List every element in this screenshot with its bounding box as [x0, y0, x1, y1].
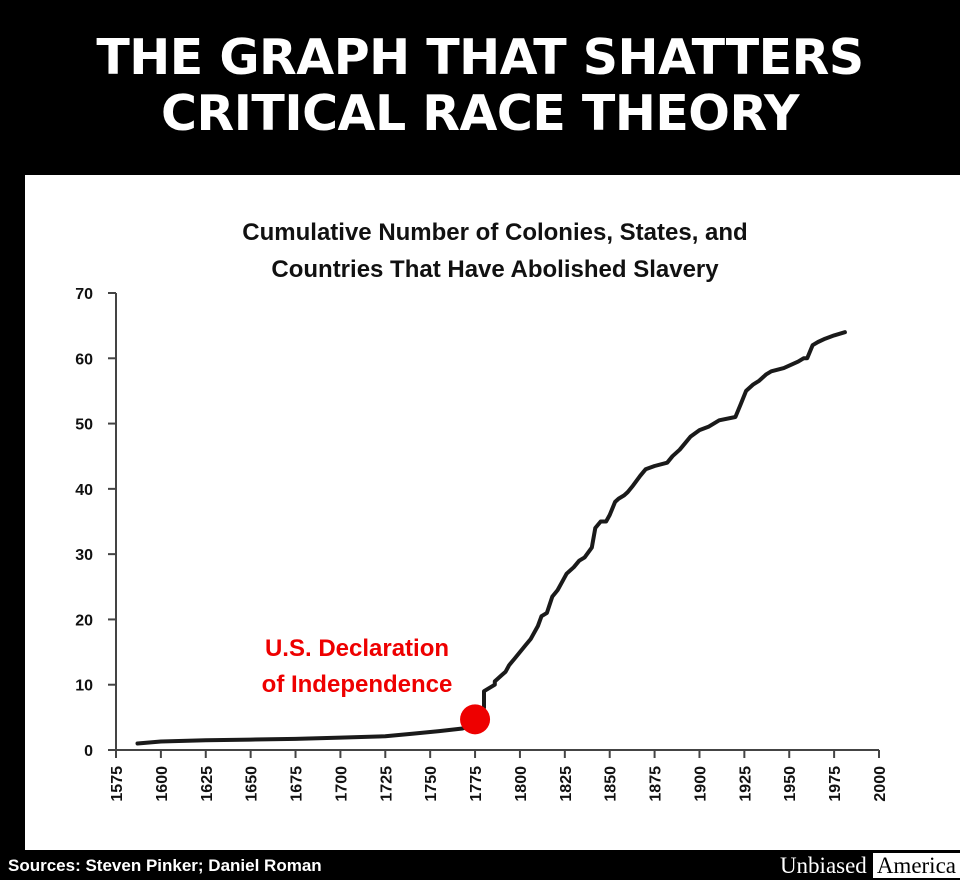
y-tick-label-20: 20 — [75, 612, 93, 629]
x-tick-label-1950: 1950 — [782, 766, 799, 802]
annotation-marker — [460, 704, 491, 735]
y-tick-label-40: 40 — [75, 482, 93, 499]
x-tick-label-1600: 1600 — [154, 766, 171, 802]
x-tick-label-2000: 2000 — [872, 766, 889, 802]
brand-logo-part-2: America — [872, 853, 960, 878]
annotation-label-line-2: of Independence — [262, 671, 453, 698]
annotation-label-line-1: U.S. Declaration — [265, 635, 449, 662]
y-tick-label-0: 0 — [84, 743, 93, 760]
x-tick-label-1825: 1825 — [558, 766, 575, 802]
y-tick-label-60: 60 — [75, 351, 93, 368]
x-tick-label-1975: 1975 — [827, 766, 844, 802]
plot-area — [135, 330, 847, 746]
x-tick-label-1750: 1750 — [423, 766, 440, 802]
series-line-1 — [135, 330, 847, 746]
x-tick-label-1575: 1575 — [109, 766, 126, 802]
x-tick-label-1775: 1775 — [468, 766, 485, 802]
chart-panel: Cumulative Number of Colonies, States, a… — [25, 175, 960, 850]
chart-title-line-1: Cumulative Number of Colonies, States, a… — [242, 219, 747, 246]
abolition-line-chart: Cumulative Number of Colonies, States, a… — [75, 219, 889, 802]
x-tick-label-1650: 1650 — [244, 766, 261, 802]
headline: THE GRAPH THAT SHATTERS CRITICAL RACE TH… — [0, 30, 960, 142]
headline-line-1: THE GRAPH THAT SHATTERS — [96, 29, 864, 86]
x-tick-label-1900: 1900 — [692, 766, 709, 802]
sources-credit: Sources: Steven Pinker; Daniel Roman — [8, 856, 322, 875]
y-tick-label-50: 50 — [75, 417, 93, 434]
y-tick-label-70: 70 — [75, 286, 93, 303]
axes: 0 10 20 30 40 50 60 70 1575 1600 1625 1650 1675 1700 1… — [75, 286, 889, 802]
x-tick-label-1850: 1850 — [603, 766, 620, 802]
x-tick-label-1925: 1925 — [737, 766, 754, 802]
x-tick-label-1875: 1875 — [648, 766, 665, 802]
headline-line-2: CRITICAL RACE THEORY — [161, 85, 799, 142]
x-tick-label-1675: 1675 — [289, 766, 306, 802]
brand-logo-part-1: Unbiased — [779, 853, 867, 878]
x-tick-label-1725: 1725 — [378, 766, 395, 802]
brand-logo: Unbiased America — [780, 853, 960, 878]
chart-title-line-2: Countries That Have Abolished Slavery — [271, 256, 719, 283]
x-tick-label-1800: 1800 — [513, 766, 530, 802]
y-tick-label-30: 30 — [75, 547, 93, 564]
y-tick-label-10: 10 — [75, 678, 93, 695]
x-tick-label-1700: 1700 — [333, 766, 350, 802]
x-tick-label-1625: 1625 — [199, 766, 216, 802]
